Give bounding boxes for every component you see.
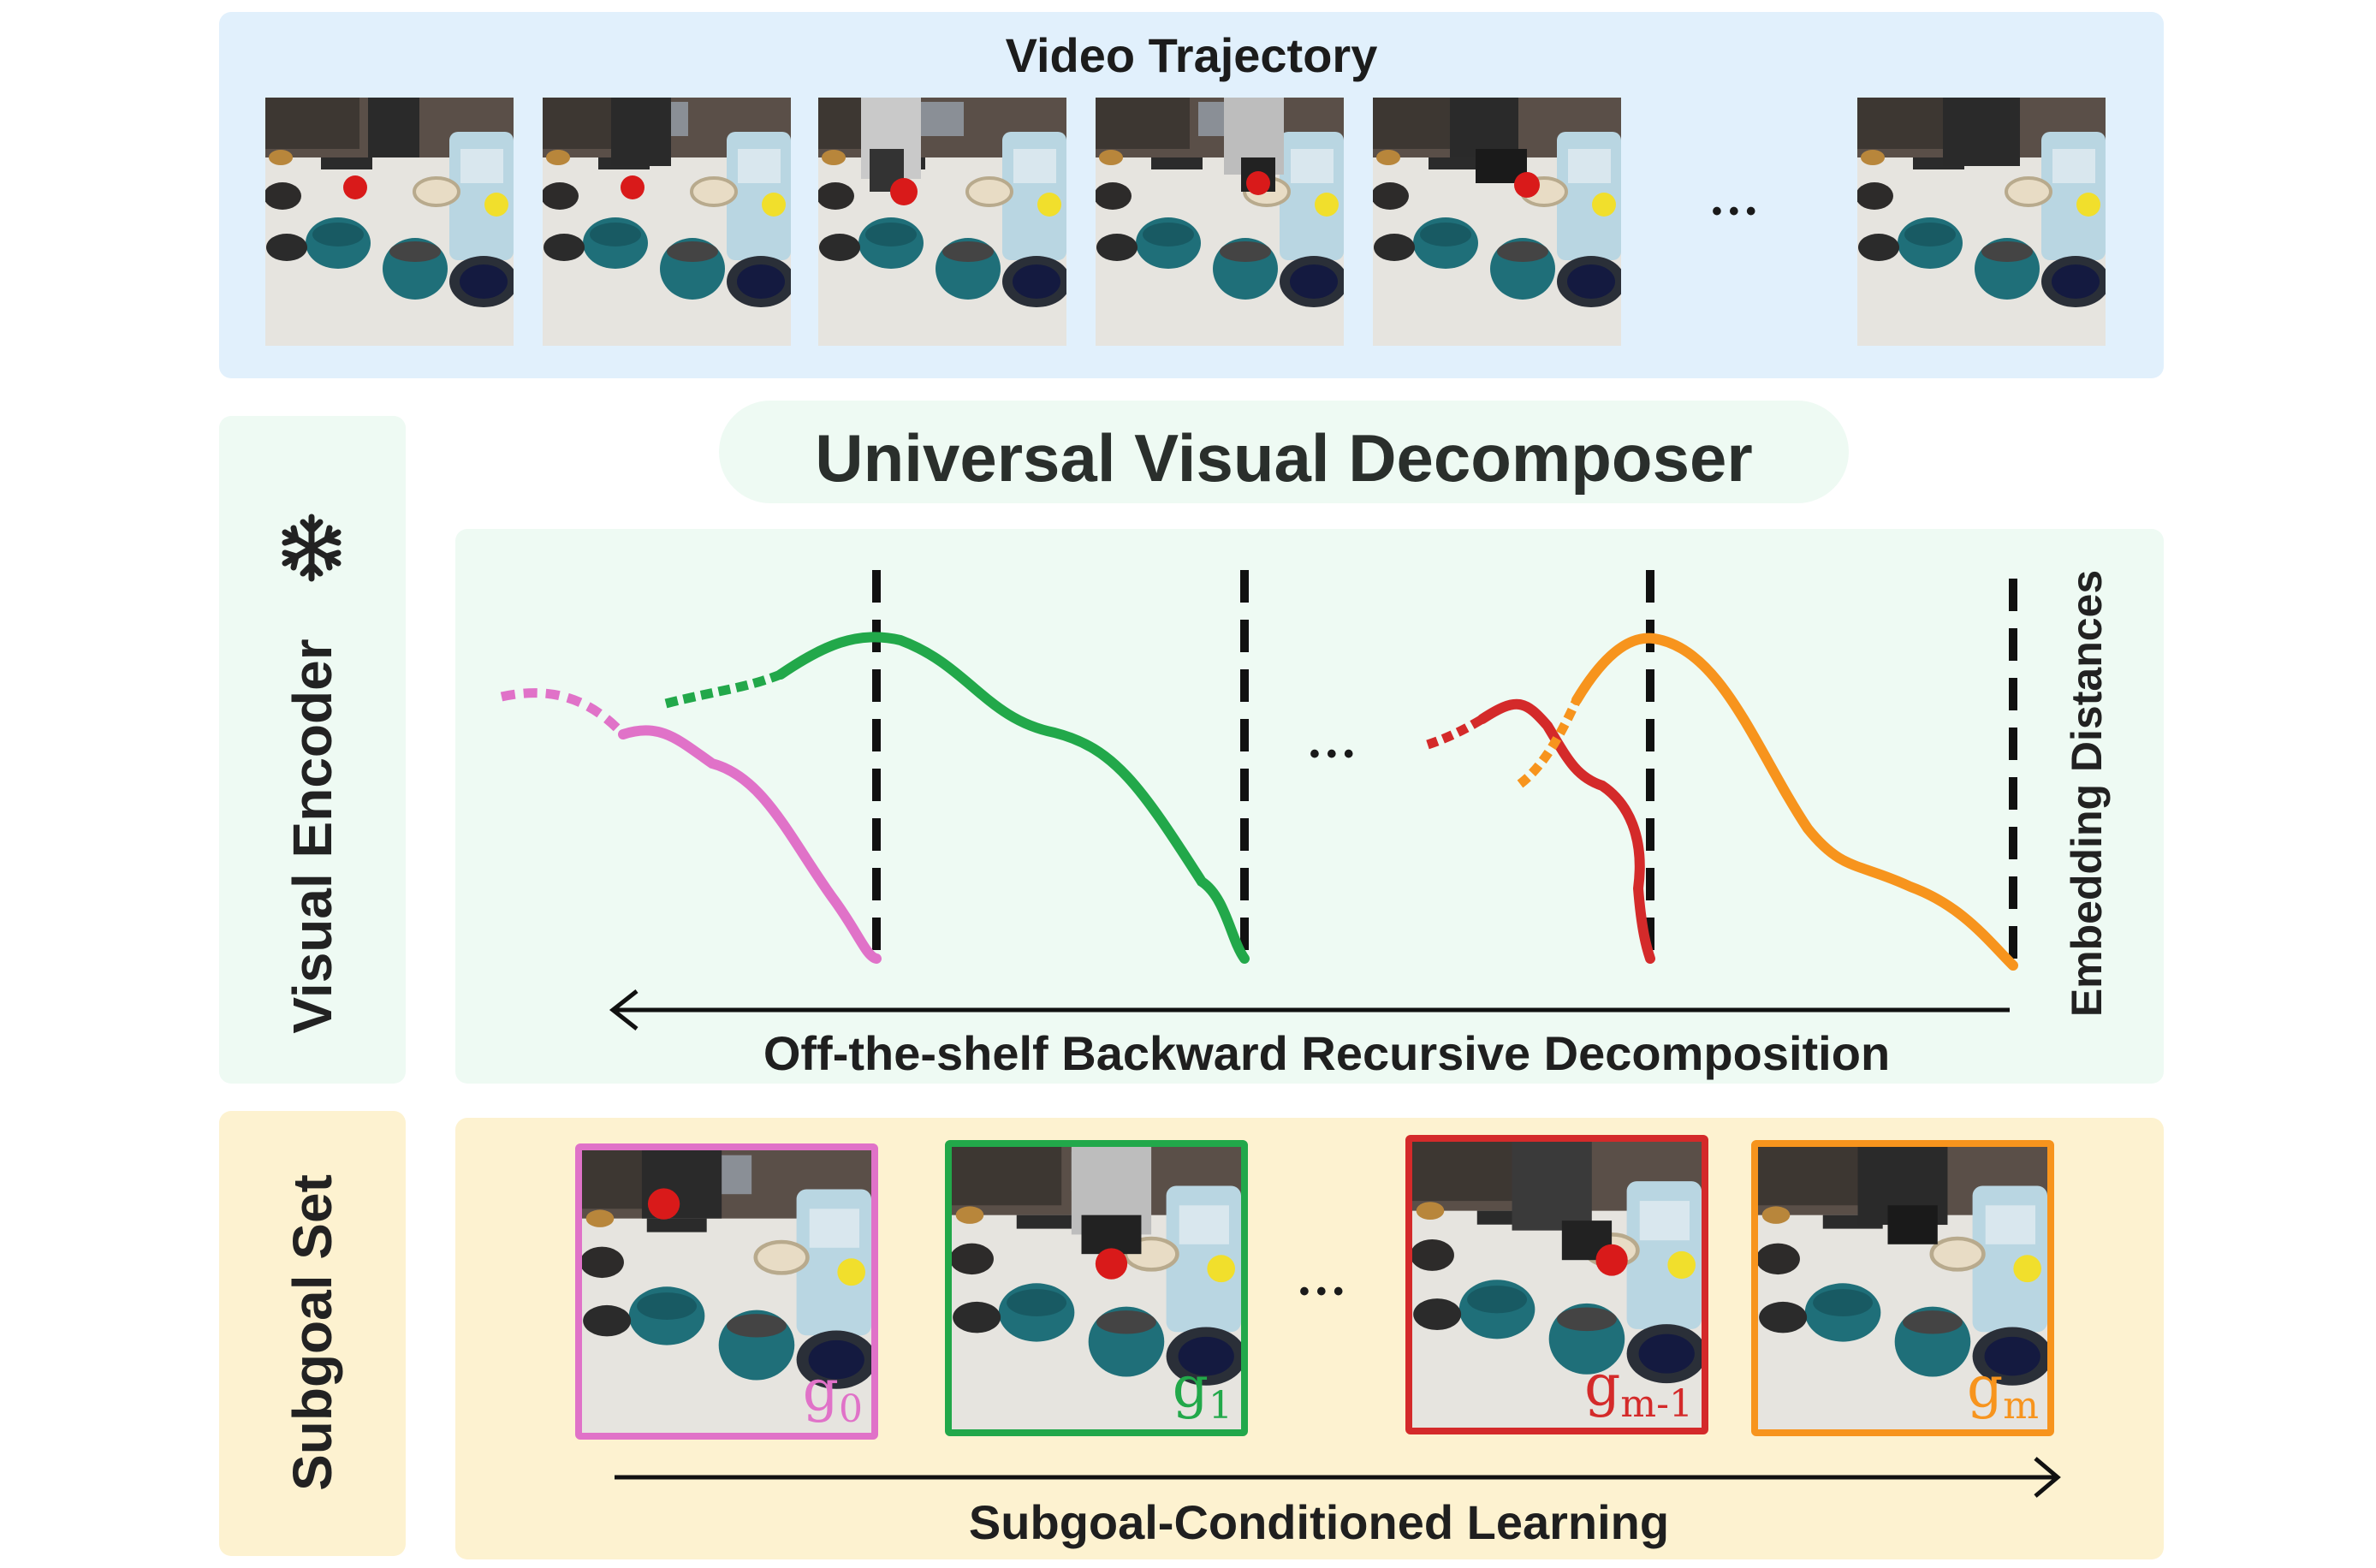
pink-dashed-curve <box>500 688 627 738</box>
subgoal-card-gm: gm <box>1751 1140 2054 1436</box>
red-solid-curve <box>1477 698 1655 964</box>
trajectory-frame-2 <box>543 98 791 346</box>
forward-arrow <box>615 1457 2061 1498</box>
subgoal-label-gm-1: gm-1 <box>1584 1351 1693 1426</box>
visual-encoder-label: Visual Encoder <box>282 638 343 1034</box>
subgoal-set-panel <box>219 1111 406 1556</box>
backward-arrow-head <box>609 989 639 1030</box>
pink-solid-curve <box>618 725 882 964</box>
trajectory-frame-1 <box>265 98 514 346</box>
snowflake-icon <box>276 512 347 584</box>
trajectory-ellipsis: ••• <box>1712 195 1763 228</box>
trajectory-frame-5 <box>1373 98 1621 346</box>
orange-solid-curve <box>1571 633 2018 971</box>
subgoal-label-g1: g1 <box>1172 1353 1233 1428</box>
subgoal-set-label: Subgoal Set <box>282 1174 343 1491</box>
decomposition-panel <box>455 529 2164 1084</box>
subgoal-card-gm-1: gm-1 <box>1405 1135 1708 1434</box>
subgoal-ellipsis: ••• <box>1299 1275 1351 1308</box>
trajectory-frame-3 <box>818 98 1066 346</box>
embedding-distances-label: Embedding Distances <box>2063 569 2111 1018</box>
trajectory-frame-4 <box>1096 98 1344 346</box>
embedding-distance-plot <box>500 570 2018 1030</box>
subgoal-label-gm: gm <box>1967 1353 2039 1428</box>
orange-dashed-curve <box>1517 698 1582 788</box>
subgoal-card-g0: g0 <box>575 1143 878 1440</box>
decomposer-title: Universal Visual Decomposer <box>815 420 1753 496</box>
subgoal-label-g0: g0 <box>802 1357 863 1431</box>
red-dashed-curve <box>1426 715 1485 750</box>
trajectory-frame-last <box>1857 98 2106 346</box>
subgoal-card-g1: g1 <box>945 1140 1248 1436</box>
backward-decomposition-label: Off-the-shelf Backward Recursive Decompo… <box>763 1026 1891 1080</box>
middle-ellipsis: ••• <box>1310 738 1361 770</box>
subgoal-conditioned-learning-label: Subgoal-Conditioned Learning <box>968 1495 1670 1549</box>
green-dashed-curve <box>664 669 783 709</box>
green-solid-curve <box>775 632 1250 964</box>
decomposer-title-pill <box>719 401 1849 503</box>
video-trajectory-title: Video Trajectory <box>1005 28 1378 82</box>
